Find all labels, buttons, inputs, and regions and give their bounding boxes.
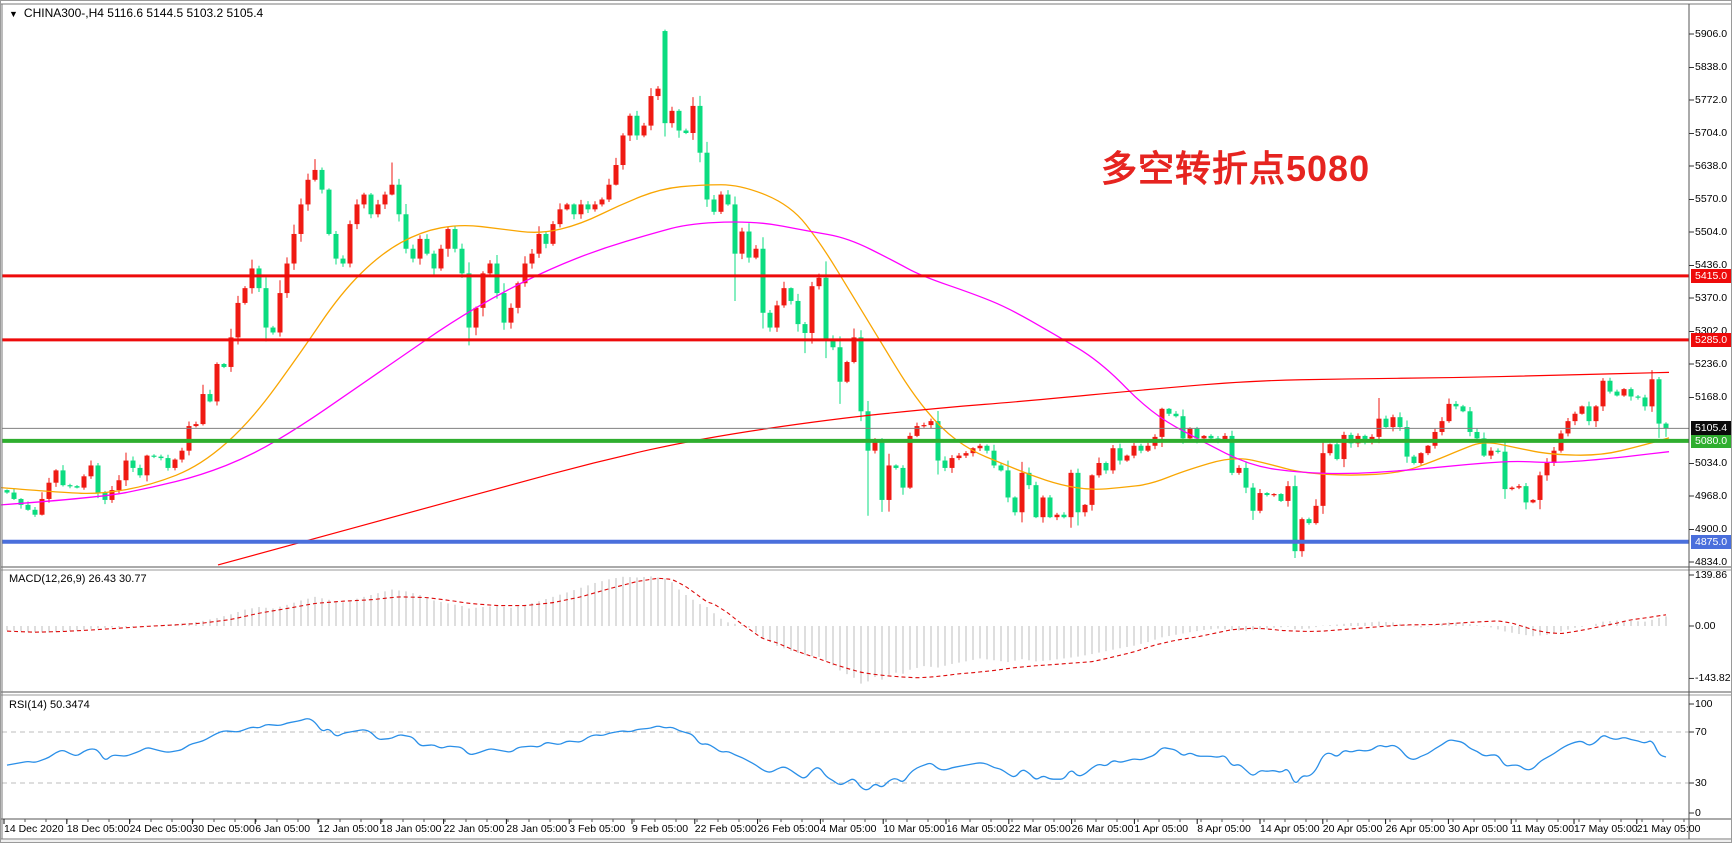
price-line-badge: 5415.0 [1691,268,1731,283]
rsi-panel[interactable] [2,731,1689,784]
annotation-text: 多空转折点5080 [1101,148,1371,189]
time-axis-label: 20 Apr 05:00 [1322,823,1383,835]
price-axis-tick: 5906.0 [1695,28,1728,40]
price-axis-tick: 5504.0 [1695,226,1728,238]
time-axis-label: 18 Dec 05:00 [66,823,130,835]
price-axis-tick: 5704.0 [1695,127,1728,140]
symbol-info: ▼ CHINA300-,H4 5116.6 5144.5 5103.2 5105.… [9,6,263,20]
price-axis-tick: 5236.0 [1695,358,1728,370]
time-axis-label: 14 Apr 05:00 [1260,823,1320,835]
time-axis-label: 6 Jan 05:00 [255,823,311,835]
time-axis-label: 12 Jan 05:00 [318,823,379,835]
time-axis-label: 22 Feb 05:00 [694,823,757,835]
ma-mid-magenta [1,221,1670,506]
price-axis-tick: 5772.0 [1695,94,1728,106]
candles-layer[interactable] [4,29,1669,559]
price-axis-tick: 4834.0 [1695,556,1728,568]
time-axis-label: 17 May 05:00 [1574,823,1638,835]
macd-axis-tick: 0.00 [1695,620,1716,632]
symbol-ohlc-text: CHINA300-,H4 5116.6 5144.5 5103.2 5105.4 [23,6,264,20]
rsi-axis-tick: 30 [1695,777,1707,789]
macd-axis-tick: -143.82 [1695,672,1731,685]
panel-borders [1,3,1731,840]
macd-indicator-label: MACD(12,26,9) 26.43 30.77 [9,573,147,585]
time-axis-label: 22 Mar 05:00 [1008,823,1071,835]
price-line-badge: 5285.0 [1691,332,1731,347]
time-axis-label: 30 Dec 05:00 [192,823,255,835]
ma-slow-red [217,371,1670,566]
price-axis-tick: 5168.0 [1695,391,1728,404]
macd-signal-line [6,577,1667,679]
symbol-dropdown-icon[interactable]: ▼ [9,9,18,19]
macd-axis-tick: 139.86 [1695,569,1728,581]
time-axis-label: 1 Apr 05:00 [1134,823,1189,835]
time-axis-label: 18 Jan 05:00 [380,823,442,835]
time-axis-label: 30 Apr 05:00 [1448,823,1508,835]
time-axis-label: 8 Apr 05:00 [1197,823,1251,835]
price-axis-tick: 5436.0 [1695,259,1728,272]
rsi-axis-tick: 70 [1695,726,1707,738]
rsi-axis-tick: 0 [1695,807,1701,819]
price-axis-tick: 4900.0 [1695,523,1728,536]
current-price-badge: 5105.4 [1691,421,1731,436]
rsi-axis-tick: 100 [1695,698,1713,710]
time-axis-label: 16 Mar 05:00 [946,823,1008,835]
time-axis-label: 4 Mar 05:00 [820,823,877,835]
rsi-line [6,718,1667,791]
price-axis-tick: 4968.0 [1695,490,1728,502]
time-axis-label: 14 Dec 2020 [4,823,64,835]
time-axis-label: 26 Feb 05:00 [757,823,820,835]
time-axis-label: 26 Apr 05:00 [1385,823,1446,835]
time-axis-label: 22 Jan 05:00 [443,823,505,835]
ma-fast-orange [1,184,1670,495]
price-axis-tick: 5570.0 [1695,193,1728,206]
price-axis-tick: 5034.0 [1695,457,1728,470]
time-axis-label: 24 Dec 05:00 [129,823,193,835]
macd-panel[interactable] [6,576,1667,684]
price-axis-tick: 5838.0 [1695,61,1728,74]
time-axis-label: 10 Mar 05:00 [883,823,946,835]
axis-ticks [3,33,1694,824]
time-axis-label: 21 May 05:00 [1636,823,1701,835]
price-line-badge: 4875.0 [1691,534,1731,549]
time-axis-label: 3 Feb 05:00 [569,823,626,835]
time-axis-label: 28 Jan 05:00 [506,823,568,835]
time-axis-label: 26 Mar 05:00 [1071,823,1134,835]
price-axis-tick: 5370.0 [1695,292,1728,304]
price-line-badge: 5080.0 [1691,433,1731,448]
rsi-indicator-label: RSI(14) 50.3474 [9,699,90,711]
time-axis-label: 11 May 05:00 [1511,823,1575,835]
time-axis-label: 9 Feb 05:00 [632,823,689,835]
price-axis-tick: 5638.0 [1695,160,1728,172]
